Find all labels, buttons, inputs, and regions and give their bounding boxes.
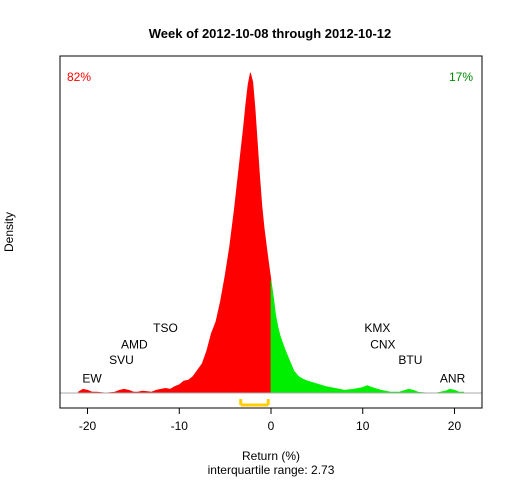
x-tick-label: 0 bbox=[268, 419, 275, 433]
plot-area bbox=[77, 72, 465, 394]
x-axis: -20 -10 0 10 20 bbox=[79, 408, 462, 433]
stock-label-ew: EW bbox=[82, 371, 102, 385]
x-axis-label: Return (%) bbox=[242, 449, 300, 463]
x-tick-label: -10 bbox=[171, 419, 189, 433]
stock-label-kmx: KMX bbox=[364, 321, 390, 335]
stock-label-btu: BTU bbox=[398, 353, 422, 367]
x-tick-label: 20 bbox=[448, 419, 462, 433]
stock-label-cnx: CNX bbox=[370, 338, 395, 352]
x-tick-label: -20 bbox=[79, 419, 97, 433]
interquartile-range-label: interquartile range: 2.73 bbox=[208, 463, 335, 477]
stock-label-tso: TSO bbox=[153, 321, 178, 335]
chart-title: Week of 2012-10-08 through 2012-10-12 bbox=[149, 26, 392, 41]
negative-percent-label: 82% bbox=[67, 70, 91, 84]
x-tick-label: 10 bbox=[356, 419, 370, 433]
positive-percent-label: 17% bbox=[449, 70, 473, 84]
y-axis-label: Density bbox=[2, 212, 16, 252]
positive-density-area bbox=[270, 280, 465, 394]
stock-label-svu: SVU bbox=[109, 353, 134, 367]
negative-density-area bbox=[77, 72, 272, 394]
stock-label-anr: ANR bbox=[440, 371, 466, 385]
stock-label-amd: AMD bbox=[121, 338, 148, 352]
